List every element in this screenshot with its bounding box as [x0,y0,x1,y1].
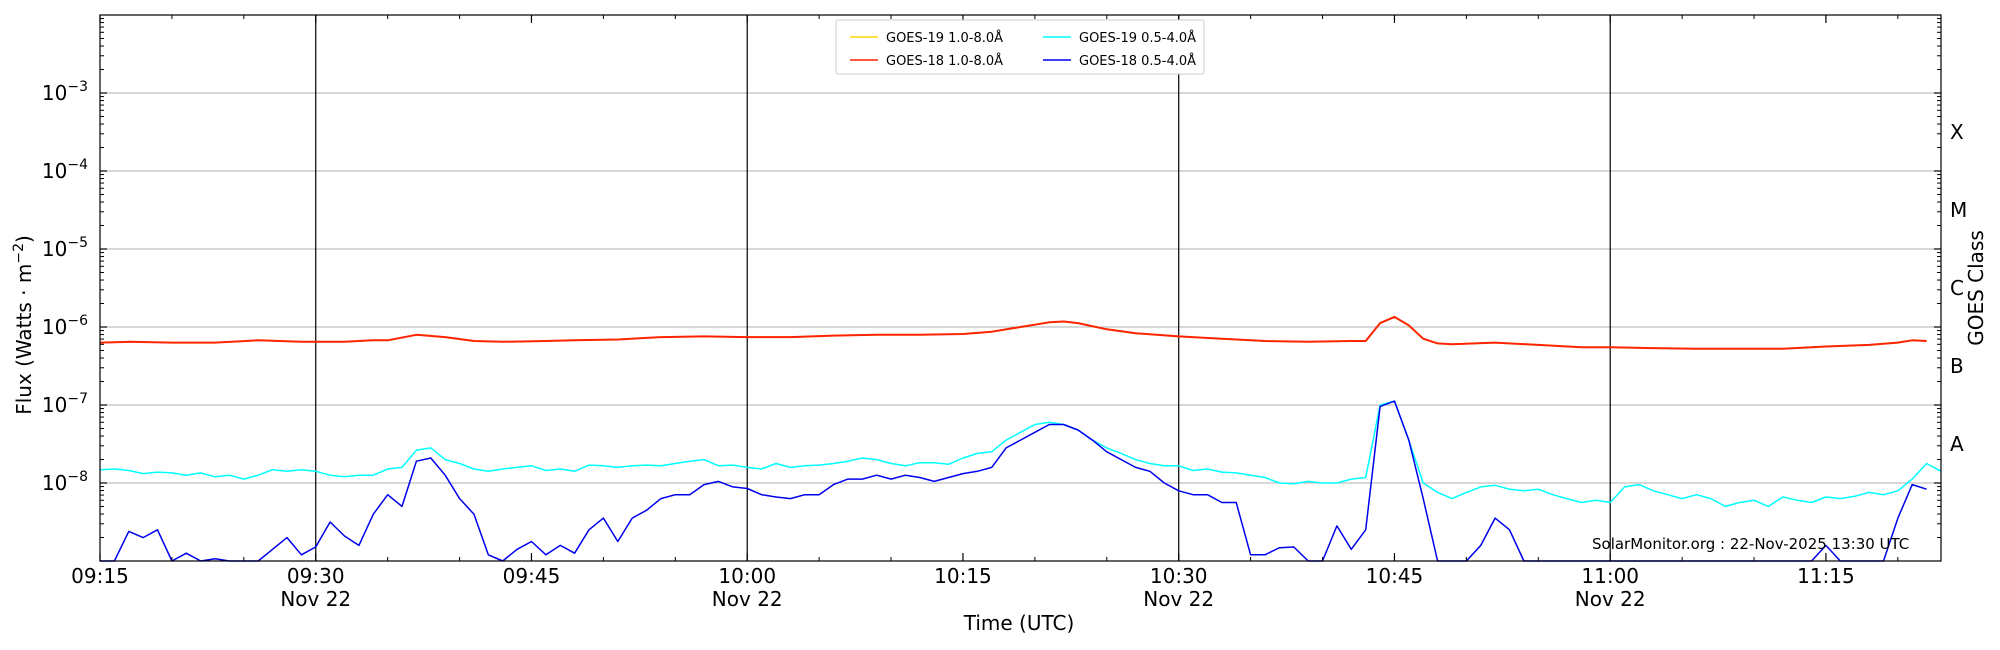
x-tick-date-label: Nov 22 [712,587,783,611]
y-axis-label-exponent: −2 [11,243,27,264]
y-tick-label: 10−3 [42,79,88,105]
series-line-goes-18-1-0-8-0 [99,315,1927,350]
series-line-goes-19-0-5-4-0 [99,400,1942,508]
axis-ticks [99,15,1941,561]
goes-class-b: B [1950,354,1964,378]
plot-frame [99,14,1942,562]
x-tick-date-label: Nov 22 [1143,587,1214,611]
legend-label-goes-18-0-5-4-0: GOES-18 0.5-4.0Å [1079,53,1196,69]
flux-series [99,315,1942,562]
x-tick-label: 11:00 [1581,564,1639,588]
day-boundary-lines [315,15,1611,561]
legend-label-goes-18-1-0-8-0: GOES-18 1.0-8.0Å [886,53,1003,69]
x-tick-label: 10:00 [718,564,776,588]
y-axis-label-main: Flux (Watts · m [12,264,36,415]
y-axis-label: Flux (Watts · m−2) [11,235,36,415]
x-tick-label: 09:30 [287,564,345,588]
goes-class-axis-label: GOES Class [1964,230,1988,346]
legend-label-goes-19-0-5-4-0: GOES-19 0.5-4.0Å [1079,30,1196,46]
y-tick-label: 10−4 [42,157,88,183]
y-tick-label: 10−8 [42,469,88,495]
y-tick-label: 10−5 [42,235,88,261]
goes-class-c: C [1950,276,1964,300]
x-tick-label: 09:15 [71,564,129,588]
x-tick-date-label: Nov 22 [1575,587,1646,611]
goes-class-x: X [1950,120,1964,144]
y-axis-label-close: ) [12,235,36,243]
x-tick-label: 10:45 [1366,564,1424,588]
x-tick-label: 11:15 [1797,564,1855,588]
source-annotation: SolarMonitor.org : 22-Nov-2025 13:30 UTC [1592,535,1909,553]
x-tick-label: 10:30 [1150,564,1208,588]
goes-class-a: A [1950,432,1964,456]
legend-label-goes-19-1-0-8-0: GOES-19 1.0-8.0Å [886,30,1003,46]
x-tick-label: 10:15 [934,564,992,588]
legend: GOES-19 1.0-8.0Å GOES-18 1.0-8.0Å GOES-19 … [835,19,1205,75]
horizontal-gridlines [100,92,1941,484]
y-tick-label: 10−7 [42,391,88,417]
y-tick-label: 10−6 [42,313,88,339]
x-tick-date-label: Nov 22 [280,587,351,611]
series-line-goes-19-1-0-8-0 [99,316,1927,350]
y-tick-labels: 10−8 10−7 10−6 10−5 10−4 10−3 [42,79,88,495]
legend-box [835,19,1205,75]
x-tick-label: 09:45 [503,564,561,588]
goes-class-labels: A B C M X [1950,120,1967,456]
x-axis-label: Time (UTC) [963,611,1075,635]
goes-class-m: M [1950,198,1967,222]
